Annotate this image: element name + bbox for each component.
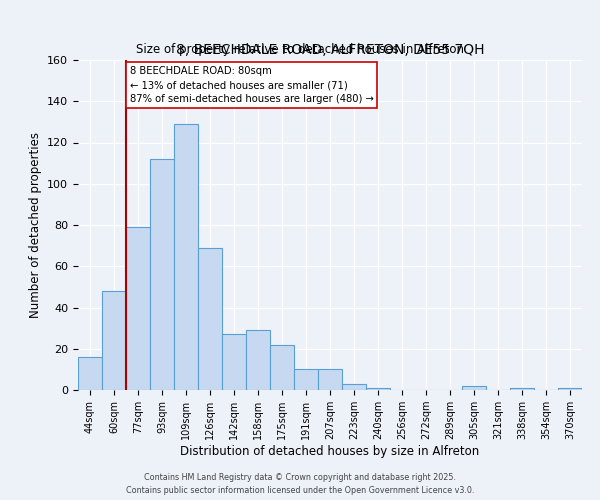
- Bar: [102, 291, 126, 390]
- Bar: [150, 159, 174, 390]
- Bar: [318, 370, 342, 390]
- Text: Size of property relative to detached houses in Alfreton: Size of property relative to detached ho…: [136, 42, 464, 56]
- Bar: [78, 357, 102, 390]
- X-axis label: Distribution of detached houses by size in Alfreton: Distribution of detached houses by size …: [181, 445, 479, 458]
- Bar: [510, 388, 534, 390]
- Y-axis label: Number of detached properties: Number of detached properties: [29, 132, 41, 318]
- Bar: [294, 370, 318, 390]
- Bar: [174, 124, 198, 390]
- Bar: [462, 386, 486, 390]
- Bar: [366, 388, 390, 390]
- Text: Contains HM Land Registry data © Crown copyright and database right 2025.
Contai: Contains HM Land Registry data © Crown c…: [126, 473, 474, 495]
- Bar: [246, 330, 270, 390]
- Bar: [558, 388, 582, 390]
- Bar: [270, 344, 294, 390]
- Bar: [198, 248, 222, 390]
- Title: 8, BEECHDALE ROAD, ALFRETON, DE55 7QH: 8, BEECHDALE ROAD, ALFRETON, DE55 7QH: [176, 44, 484, 58]
- Bar: [222, 334, 246, 390]
- Bar: [342, 384, 366, 390]
- Text: 8 BEECHDALE ROAD: 80sqm
← 13% of detached houses are smaller (71)
87% of semi-de: 8 BEECHDALE ROAD: 80sqm ← 13% of detache…: [130, 66, 373, 104]
- Bar: [126, 227, 150, 390]
